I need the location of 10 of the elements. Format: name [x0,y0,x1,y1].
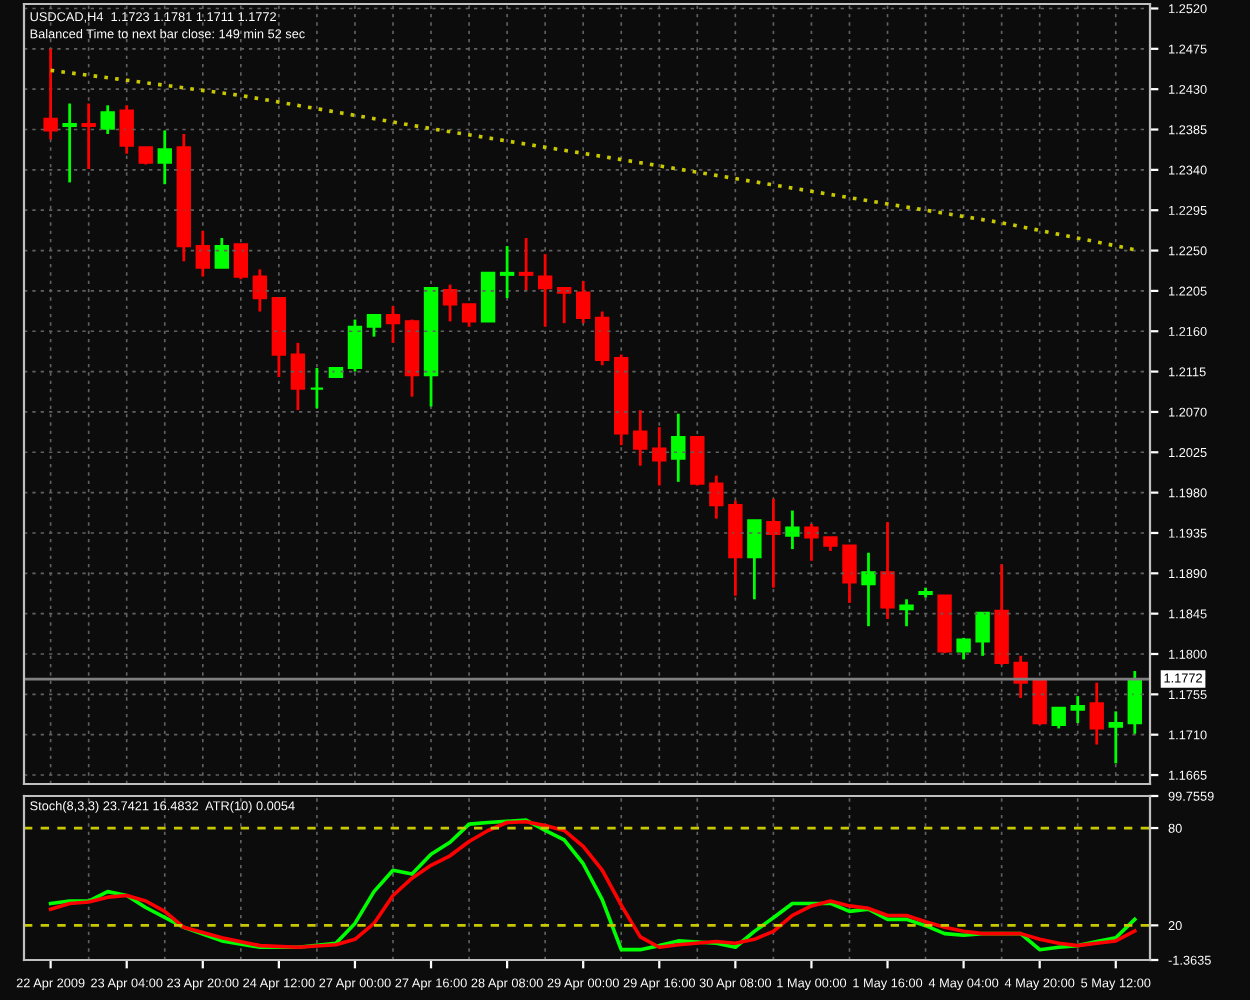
candlestick [785,509,800,551]
candlestick [81,102,96,171]
candlestick [823,536,838,553]
candlestick [899,597,914,628]
candlestick [918,586,933,599]
candlestick [480,271,496,323]
candlestick [62,102,77,184]
line-series [48,68,1137,252]
candlestick [1032,679,1047,727]
candlestick [309,366,325,410]
